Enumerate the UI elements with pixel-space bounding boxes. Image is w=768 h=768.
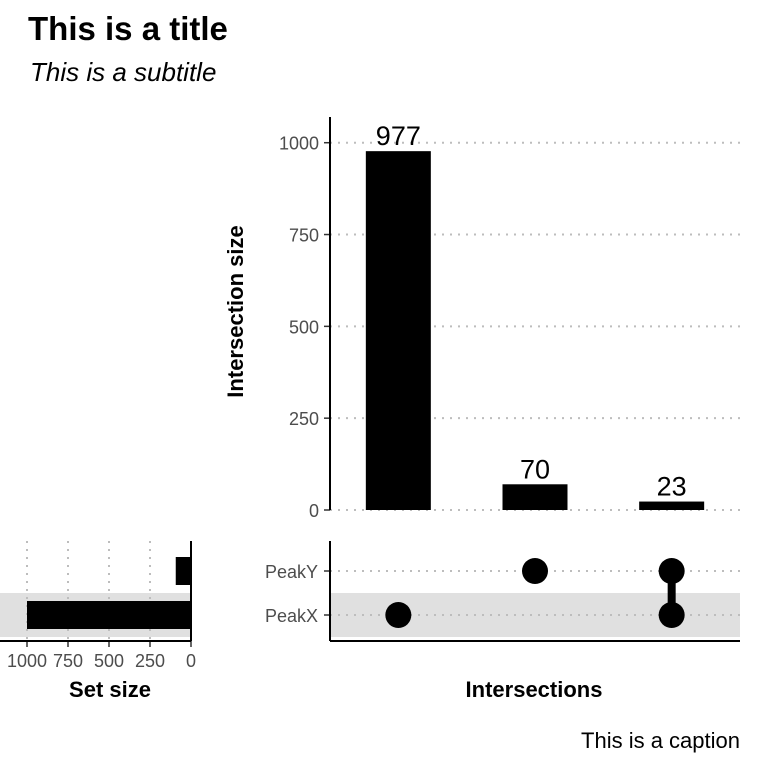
- bar-value-label: 70: [520, 454, 550, 484]
- set-size-bar: [27, 601, 191, 629]
- y-tick-label: 0: [309, 501, 319, 521]
- chart-subtitle: This is a subtitle: [30, 57, 216, 87]
- y-tick-label: 250: [289, 409, 319, 429]
- set-size-tick-label: 250: [135, 651, 165, 671]
- x-axis-title: Intersections: [466, 677, 603, 702]
- set-size-axis-title: Set size: [69, 677, 151, 702]
- set-size-bar: [175, 557, 191, 585]
- y-tick-label: 1000: [279, 134, 319, 154]
- intersection-bar: [502, 484, 568, 510]
- intersection-bar: [365, 151, 431, 510]
- bar-value-label: 977: [376, 121, 421, 151]
- set-name-label: PeakY: [265, 562, 318, 582]
- y-tick-label: 500: [289, 317, 319, 337]
- bar-value-label: 23: [657, 472, 687, 502]
- y-tick-label: 750: [289, 226, 319, 246]
- chart-title: This is a title: [28, 10, 228, 47]
- set-name-label: PeakX: [265, 606, 318, 626]
- intersection-bar: [639, 501, 705, 510]
- y-axis-title: Intersection size: [223, 225, 248, 397]
- matrix-dot: [658, 602, 685, 628]
- set-size-tick-label: 1000: [7, 651, 47, 671]
- matrix-dot: [522, 558, 548, 584]
- matrix-dot: [385, 602, 412, 628]
- set-size-tick-label: 0: [186, 651, 196, 671]
- chart-caption: This is a caption: [581, 728, 740, 753]
- set-size-tick-label: 750: [53, 651, 83, 671]
- matrix-dot: [658, 558, 685, 584]
- set-size-tick-label: 500: [94, 651, 124, 671]
